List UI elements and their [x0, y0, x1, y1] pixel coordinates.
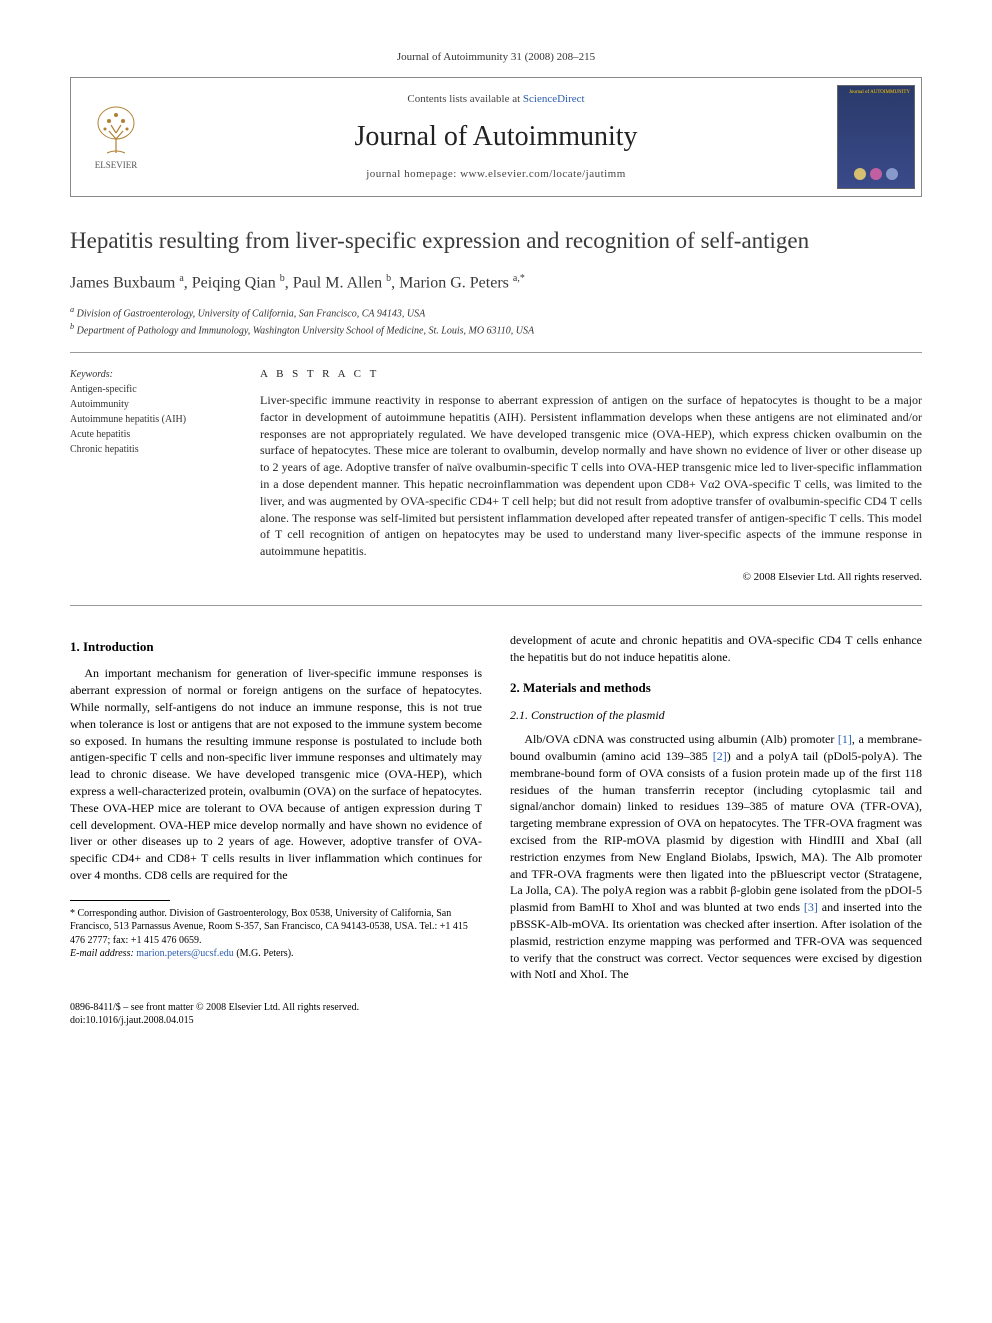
- cover-thumb-cell: Journal of AUTOIMMUNITY: [831, 78, 921, 196]
- journal-name: Journal of Autoimmunity: [171, 118, 821, 156]
- abstract-column: A B S T R A C T Liver-specific immune re…: [260, 367, 922, 585]
- footer-doi-line: doi:10.1016/j.jaut.2008.04.015: [70, 1014, 922, 1027]
- divider-line: [70, 352, 922, 353]
- body-two-column: 1. Introduction An important mechanism f…: [70, 632, 922, 983]
- email-suffix: (M.G. Peters).: [234, 948, 294, 959]
- keyword: Chronic hepatitis: [70, 442, 230, 457]
- ref-link[interactable]: [2]: [713, 749, 727, 763]
- cover-dots: [854, 168, 898, 180]
- journal-header-box: ELSEVIER Contents lists available at Sci…: [70, 77, 922, 197]
- affiliation-b: b Department of Pathology and Immunology…: [70, 321, 922, 338]
- keyword: Autoimmunity: [70, 397, 230, 412]
- subsection-heading-plasmid: 2.1. Construction of the plasmid: [510, 707, 922, 723]
- email-label: E-mail address:: [70, 948, 134, 959]
- cover-dot-icon: [870, 168, 882, 180]
- keyword: Antigen-specific: [70, 382, 230, 397]
- sciencedirect-link[interactable]: ScienceDirect: [523, 93, 585, 105]
- elsevier-logo: ELSEVIER: [91, 103, 141, 171]
- footer-block: 0896-8411/$ – see front matter © 2008 El…: [70, 1001, 922, 1027]
- abstract-text: Liver-specific immune reactivity in resp…: [260, 392, 922, 560]
- email-link[interactable]: marion.peters@ucsf.edu: [136, 948, 234, 959]
- header-center: Contents lists available at ScienceDirec…: [161, 78, 831, 196]
- publisher-logo-cell: ELSEVIER: [71, 78, 161, 196]
- cover-label: Journal of AUTOIMMUNITY: [849, 90, 910, 96]
- footer-issn-line: 0896-8411/$ – see front matter © 2008 El…: [70, 1001, 922, 1014]
- homepage-line: journal homepage: www.elsevier.com/locat…: [171, 167, 821, 182]
- homepage-prefix: journal homepage:: [366, 168, 460, 180]
- divider-line: [70, 605, 922, 606]
- affiliation-text: Department of Pathology and Immunology, …: [77, 325, 534, 336]
- keyword: Autoimmune hepatitis (AIH): [70, 412, 230, 427]
- cover-dot-icon: [886, 168, 898, 180]
- keywords-column: Keywords: Antigen-specific Autoimmunity …: [70, 367, 230, 585]
- author-list: James Buxbaum a, Peiqing Qian b, Paul M.…: [70, 272, 922, 294]
- abstract-section: Keywords: Antigen-specific Autoimmunity …: [70, 367, 922, 585]
- keyword: Acute hepatitis: [70, 427, 230, 442]
- abstract-heading: A B S T R A C T: [260, 367, 922, 382]
- affiliations: a Division of Gastroenterology, Universi…: [70, 304, 922, 339]
- elsevier-tree-icon: [91, 103, 141, 157]
- section-heading-intro: 1. Introduction: [70, 638, 482, 656]
- intro-paragraph-continued: development of acute and chronic hepatit…: [510, 632, 922, 666]
- ref-link[interactable]: [1]: [838, 732, 852, 746]
- keywords-heading: Keywords:: [70, 367, 230, 382]
- article-title: Hepatitis resulting from liver-specific …: [70, 227, 922, 256]
- footnote-block: * Corresponding author. Division of Gast…: [70, 900, 482, 961]
- journal-reference: Journal of Autoimmunity 31 (2008) 208–21…: [70, 50, 922, 65]
- affiliation-text: Division of Gastroenterology, University…: [77, 308, 426, 319]
- email-footnote: E-mail address: marion.peters@ucsf.edu (…: [70, 947, 482, 961]
- copyright-line: © 2008 Elsevier Ltd. All rights reserved…: [260, 570, 922, 585]
- corresponding-author-footnote: * Corresponding author. Division of Gast…: [70, 907, 482, 948]
- intro-paragraph: An important mechanism for generation of…: [70, 665, 482, 883]
- journal-cover-thumbnail: Journal of AUTOIMMUNITY: [837, 85, 915, 189]
- contents-available-line: Contents lists available at ScienceDirec…: [171, 92, 821, 107]
- contents-prefix: Contents lists available at: [407, 93, 522, 105]
- affiliation-a: a Division of Gastroenterology, Universi…: [70, 304, 922, 321]
- ref-link[interactable]: [3]: [804, 900, 818, 914]
- footnote-separator: [70, 900, 170, 901]
- publisher-name: ELSEVIER: [91, 159, 141, 171]
- section-heading-methods: 2. Materials and methods: [510, 679, 922, 697]
- cover-dot-icon: [854, 168, 866, 180]
- plasmid-paragraph: Alb/OVA cDNA was constructed using album…: [510, 731, 922, 983]
- homepage-url[interactable]: www.elsevier.com/locate/jautimm: [460, 168, 626, 180]
